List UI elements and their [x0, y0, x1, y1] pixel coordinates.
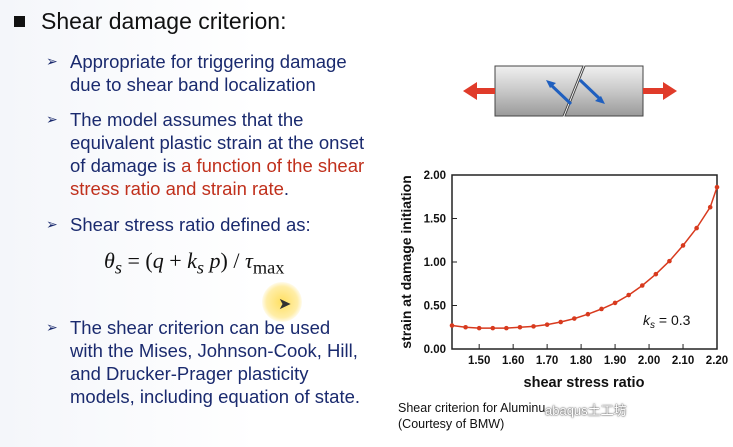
- data-point: [558, 319, 564, 325]
- bullet-4-line-4: models, including equation of state.: [70, 386, 361, 407]
- title-text: Shear damage criterion:: [41, 8, 287, 34]
- bullet-1-line-1: Appropriate for triggering damage: [70, 51, 347, 72]
- x-tick-label: 1.80: [570, 355, 592, 367]
- data-point: [449, 323, 455, 328]
- formula-k: k: [187, 248, 197, 273]
- y-axis-label: strain at damage initiation: [398, 175, 414, 348]
- x-axis-label: shear stress ratio: [524, 375, 645, 391]
- formula-q: q: [152, 248, 164, 273]
- bullet-2-period: .: [283, 178, 290, 199]
- shear-arrow-down-icon: [578, 78, 603, 102]
- bullet-2-highlight-2: stress ratio and strain rate: [70, 178, 284, 199]
- data-point: [612, 300, 618, 306]
- data-point: [517, 324, 523, 330]
- data-point: [667, 258, 672, 264]
- data-point: [476, 325, 482, 331]
- shear-arrow-up-icon: [548, 82, 573, 106]
- formula-eq: = (: [121, 248, 153, 273]
- bullet-arrow-icon: ➢: [46, 111, 58, 127]
- data-point: [626, 292, 631, 298]
- bullet-2: ➢ The model assumes that the equivalent …: [46, 108, 364, 200]
- caption-line-1: Shear criterion for Aluminu: [398, 401, 546, 415]
- data-point: [599, 306, 604, 312]
- bullet-1-line-2: due to shear band localization: [70, 74, 316, 95]
- bullet-2-line-2: equivalent plastic strain at the onset: [70, 132, 365, 153]
- data-point: [639, 283, 645, 288]
- x-tick-label: 1.90: [604, 355, 626, 367]
- formula-tau: τ: [244, 248, 253, 273]
- x-tick-label: 1.50: [468, 355, 490, 367]
- x-tick-label: 2.20: [706, 355, 728, 367]
- y-tick-label: 1.50: [424, 214, 446, 226]
- title-bullet-square: [14, 16, 25, 27]
- x-tick-label: 2.10: [672, 355, 694, 367]
- bullet-2-line-4: stress ratio and strain rate.: [70, 177, 364, 200]
- bullet-2-line-1: The model assumes that the: [70, 109, 304, 130]
- formula-theta: θ: [104, 248, 115, 273]
- bullet-4: ➢ The shear criterion can be used with t…: [46, 316, 360, 408]
- bullet-4-line-2: with the Mises, Johnson-Cook, Hill,: [70, 340, 358, 361]
- bullet-3-line-1: Shear stress ratio defined as:: [70, 214, 311, 235]
- data-point: [504, 325, 509, 331]
- formula-theta-sub: s: [114, 257, 122, 278]
- left-pull-arrow-icon: [463, 82, 495, 100]
- x-tick-label: 2.00: [638, 355, 660, 367]
- y-tick-label: 0.50: [424, 301, 446, 313]
- pointer-highlight: [262, 282, 302, 322]
- data-point: [585, 311, 591, 317]
- bar-right-half: [564, 65, 644, 117]
- data-point: [653, 271, 659, 277]
- formula-k-sub: s: [196, 257, 205, 278]
- bullet-4-line-1: The shear criterion can be used: [70, 317, 331, 338]
- bullet-4-line-3: and Drucker-Prager plasticity: [70, 363, 309, 384]
- damage-initiation-chart: 1.50 1.60 1.70 1.80 1.90 2.00 2.10 2.20 0.00 0.50…: [398, 170, 728, 391]
- bullet-arrow-icon: ➢: [46, 319, 58, 335]
- x-tick-label: 1.60: [502, 355, 524, 367]
- formula-plus: +: [163, 248, 188, 273]
- data-point: [707, 204, 713, 210]
- data-point: [544, 322, 550, 327]
- watermark: abaqus土工坊: [545, 403, 627, 418]
- caption-line-2: (Courtesy of BMW): [398, 417, 505, 431]
- y-tick-label: 1.00: [424, 257, 446, 269]
- right-pull-arrow-icon: [643, 82, 677, 100]
- bullet-3: ➢ Shear stress ratio defined as:: [46, 213, 311, 236]
- bullet-arrow-icon: ➢: [46, 216, 58, 232]
- mouse-pointer-icon: ➤: [278, 296, 292, 313]
- bullet-2-line-3: of damage is a function of the shear: [70, 154, 364, 177]
- figure-caption: Shear criterion for Aluminu (Courtesy of…: [398, 400, 545, 432]
- formula-p: p: [204, 248, 221, 273]
- slide-title: Shear damage criterion:: [14, 8, 286, 35]
- data-point: [714, 184, 720, 190]
- plot-area: [451, 174, 718, 350]
- shear-band-illustration: [463, 65, 677, 117]
- data-point: [694, 225, 699, 231]
- data-point: [572, 316, 577, 321]
- bullet-2-highlight-1: a function of the shear: [181, 155, 365, 176]
- data-point: [490, 325, 496, 331]
- bullet-2-line-3-plain: of damage is: [70, 155, 182, 176]
- formula-tau-sub: max: [252, 257, 285, 278]
- shear-ratio-formula: θs = (q + ks p) / τmax: [104, 248, 284, 278]
- formula-close: ) /: [220, 248, 245, 273]
- data-point: [531, 324, 536, 329]
- bullet-1: ➢ Appropriate for triggering damage due …: [46, 50, 347, 96]
- x-tick-label: 1.70: [536, 355, 558, 367]
- y-tick-label: 2.00: [424, 170, 446, 182]
- y-tick-label: 0.00: [424, 344, 446, 356]
- data-point: [680, 243, 686, 248]
- data-point: [463, 324, 468, 330]
- bar-left-half: [494, 65, 584, 117]
- bullet-arrow-icon: ➢: [46, 53, 58, 69]
- ks-annotation: ks = 0.3: [643, 312, 691, 331]
